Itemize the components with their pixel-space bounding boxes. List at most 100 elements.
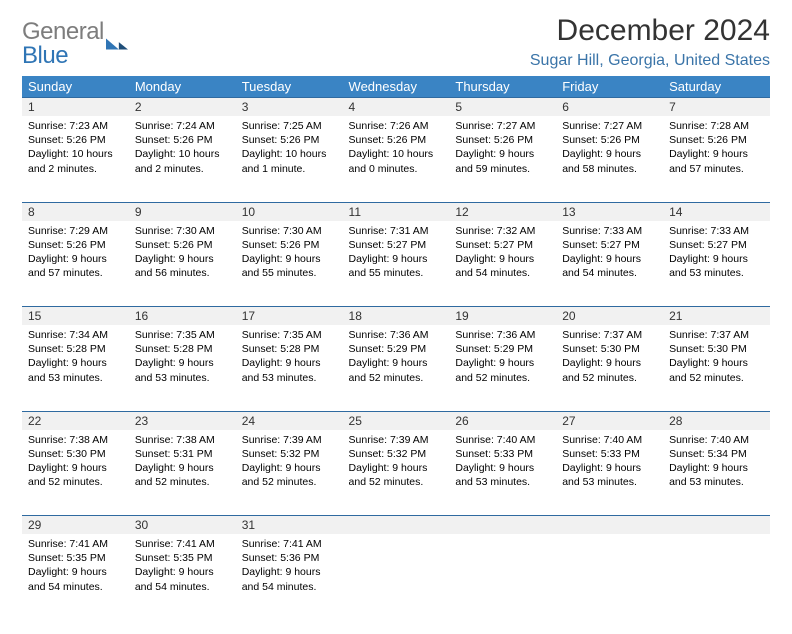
day2-text: and 52 minutes. — [135, 475, 230, 489]
day-number-row: 22232425262728 — [22, 411, 770, 430]
day-number-cell: 30 — [129, 516, 236, 535]
sunrise-text: Sunrise: 7:38 AM — [28, 433, 123, 447]
day2-text: and 54 minutes. — [28, 580, 123, 594]
day-cell: Sunrise: 7:40 AMSunset: 5:34 PMDaylight:… — [663, 430, 770, 516]
day2-text: and 52 minutes. — [349, 475, 444, 489]
day-number-cell: 7 — [663, 98, 770, 117]
day2-text: and 52 minutes. — [562, 371, 657, 385]
day1-text: Daylight: 9 hours — [242, 356, 337, 370]
day1-text: Daylight: 9 hours — [242, 252, 337, 266]
day-number-cell: 12 — [449, 202, 556, 221]
sunrise-text: Sunrise: 7:40 AM — [669, 433, 764, 447]
day2-text: and 54 minutes. — [562, 266, 657, 280]
day-number-cell: 22 — [22, 411, 129, 430]
day-number-cell: 29 — [22, 516, 129, 535]
sunset-text: Sunset: 5:28 PM — [135, 342, 230, 356]
day1-text: Daylight: 9 hours — [562, 147, 657, 161]
day-cell: Sunrise: 7:24 AMSunset: 5:26 PMDaylight:… — [129, 116, 236, 202]
day1-text: Daylight: 9 hours — [669, 252, 764, 266]
sunset-text: Sunset: 5:26 PM — [135, 238, 230, 252]
location-text: Sugar Hill, Georgia, United States — [530, 52, 770, 70]
day-cell: Sunrise: 7:23 AMSunset: 5:26 PMDaylight:… — [22, 116, 129, 202]
sunrise-text: Sunrise: 7:27 AM — [455, 119, 550, 133]
sunset-text: Sunset: 5:26 PM — [242, 238, 337, 252]
sunrise-text: Sunrise: 7:34 AM — [28, 328, 123, 342]
sunset-text: Sunset: 5:26 PM — [242, 133, 337, 147]
day2-text: and 52 minutes. — [242, 475, 337, 489]
sunset-text: Sunset: 5:36 PM — [242, 551, 337, 565]
day2-text: and 53 minutes. — [669, 475, 764, 489]
sunrise-text: Sunrise: 7:37 AM — [669, 328, 764, 342]
day2-text: and 54 minutes. — [242, 580, 337, 594]
day-number-cell: 17 — [236, 307, 343, 326]
day-cell: Sunrise: 7:41 AMSunset: 5:35 PMDaylight:… — [129, 534, 236, 620]
day-cell: Sunrise: 7:34 AMSunset: 5:28 PMDaylight:… — [22, 325, 129, 411]
logo-mark-icon — [106, 34, 128, 54]
day-number-cell: 25 — [343, 411, 450, 430]
sunset-text: Sunset: 5:26 PM — [28, 133, 123, 147]
day2-text: and 53 minutes. — [28, 371, 123, 385]
day-cell: Sunrise: 7:40 AMSunset: 5:33 PMDaylight:… — [449, 430, 556, 516]
day2-text: and 53 minutes. — [242, 371, 337, 385]
sunset-text: Sunset: 5:26 PM — [455, 133, 550, 147]
day-content-row: Sunrise: 7:34 AM Sunset: 5:28 PM Daylight:… — [22, 325, 770, 411]
day-number-row: 891011121314 — [22, 202, 770, 221]
sunrise-text: Sunrise: 7:36 AM — [349, 328, 444, 342]
day-cell: Sunrise: 7:38 AMSunset: 5:30 PMDaylight:… — [22, 430, 129, 516]
day2-text: and 54 minutes. — [455, 266, 550, 280]
day-content-row: Sunrise: 7:38 AMSunset: 5:30 PMDaylight:… — [22, 430, 770, 516]
day2-text: and 54 minutes. — [135, 580, 230, 594]
day-cell: Sunrise: 7:38 AMSunset: 5:31 PMDaylight:… — [129, 430, 236, 516]
day1-text: Daylight: 9 hours — [669, 147, 764, 161]
day1-text: Daylight: 9 hours — [28, 252, 123, 266]
day2-text: and 52 minutes. — [28, 475, 123, 489]
logo-word-2: Blue — [22, 42, 68, 69]
day1-text: Daylight: 9 hours — [669, 461, 764, 475]
day-cell: Sunrise: 7:33 AMSunset: 5:27 PMDaylight:… — [556, 221, 663, 307]
sunset-text: Sunset: 5:32 PM — [349, 447, 444, 461]
sunrise-text: Sunrise: 7:29 AM — [28, 224, 123, 238]
day-cell: Sunrise: 7:36 AMSunset: 5:29 PMDaylight:… — [343, 325, 450, 411]
day-number-cell: 11 — [343, 202, 450, 221]
sunset-text: Sunset: 5:30 PM — [669, 342, 764, 356]
sunset-text: Sunset: 5:27 PM — [349, 238, 444, 252]
day1-text: Daylight: 9 hours — [242, 461, 337, 475]
day-number-cell — [343, 516, 450, 535]
day-cell: Sunrise: 7:32 AMSunset: 5:27 PMDaylight:… — [449, 221, 556, 307]
day2-text: and 53 minutes. — [669, 266, 764, 280]
title-block: December 2024 Sugar Hill, Georgia, Unite… — [530, 14, 770, 70]
day-number-cell: 3 — [236, 98, 343, 117]
weekday-header: Thursday — [449, 76, 556, 98]
day2-text: and 57 minutes. — [28, 266, 123, 280]
day2-text: and 57 minutes. — [669, 162, 764, 176]
day1-text: Daylight: 9 hours — [349, 461, 444, 475]
day-number-cell: 14 — [663, 202, 770, 221]
day2-text: and 52 minutes. — [669, 371, 764, 385]
day2-text: and 53 minutes. — [455, 475, 550, 489]
day1-text: Daylight: 9 hours — [455, 252, 550, 266]
day1-text: Daylight: 9 hours — [135, 461, 230, 475]
day-cell: Sunrise: 7:29 AMSunset: 5:26 PMDaylight:… — [22, 221, 129, 307]
sunset-text: Sunset: 5:26 PM — [669, 133, 764, 147]
day-cell: Sunrise: 7:26 AMSunset: 5:26 PMDaylight:… — [343, 116, 450, 202]
sunrise-text: Sunrise: 7:40 AM — [455, 433, 550, 447]
sunset-text: Sunset: 5:26 PM — [135, 133, 230, 147]
month-title: December 2024 — [530, 14, 770, 48]
weekday-header: Sunday — [22, 76, 129, 98]
sunrise-text: Sunrise: 7:35 AM — [135, 328, 230, 342]
day2-text: and 1 minute. — [242, 162, 337, 176]
logo: General Blue — [22, 20, 128, 68]
day-cell: Sunrise: 7:30 AMSunset: 5:26 PMDaylight:… — [129, 221, 236, 307]
day1-text: Daylight: 9 hours — [135, 565, 230, 579]
day2-text: and 0 minutes. — [349, 162, 444, 176]
day-number-cell — [449, 516, 556, 535]
day-content-row: Sunrise: 7:23 AMSunset: 5:26 PMDaylight:… — [22, 116, 770, 202]
sunrise-text: Sunrise: 7:23 AM — [28, 119, 123, 133]
day-cell: Sunrise: 7:31 AMSunset: 5:27 PMDaylight:… — [343, 221, 450, 307]
day-number-cell: 6 — [556, 98, 663, 117]
sunset-text: Sunset: 5:30 PM — [562, 342, 657, 356]
day-content-row: Sunrise: 7:29 AMSunset: 5:26 PMDaylight:… — [22, 221, 770, 307]
day2-text: and 55 minutes. — [349, 266, 444, 280]
sunrise-text: Sunrise: 7:32 AM — [455, 224, 550, 238]
sunrise-text: Sunrise: 7:41 AM — [28, 537, 123, 551]
